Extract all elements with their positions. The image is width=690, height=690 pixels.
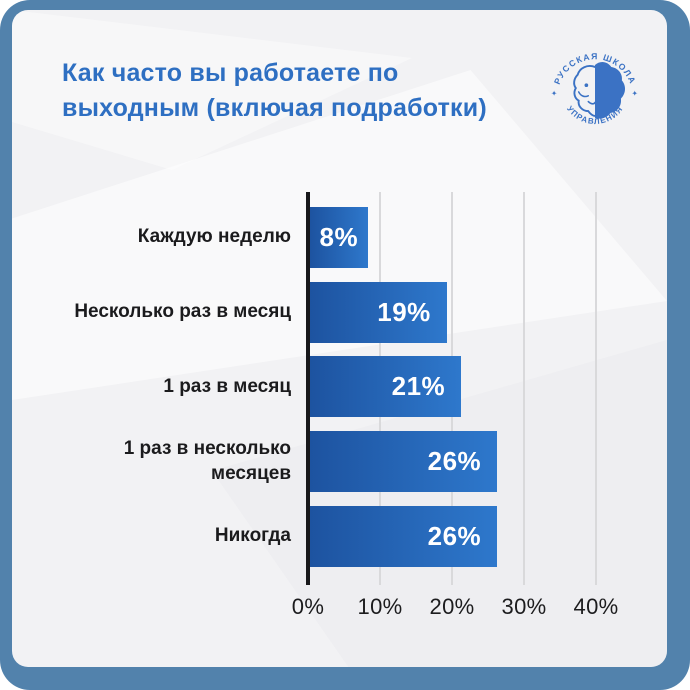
category-label: 1 раз в несколько месяцев [123,437,291,484]
category-labels: Каждую неделю Несколько раз в месяц 1 раз … [52,192,291,585]
chart-title-line-2: выходным (включая подработки) [62,94,487,122]
bar-value-label: 8% [319,222,359,252]
logo-star-right: ✦ [631,89,638,98]
x-tick-label: 30% [501,594,547,619]
x-tick-label: 0% [291,594,325,619]
school-logo: РУССКАЯ ШКОЛА УПРАВЛЕНИЯ ✦ ✦ [551,51,639,126]
category-label: 1 раз в месяц [163,375,291,397]
plot-area: 8% 19% 21% 26% 26% [306,192,610,585]
infographic-card: Как часто вы работаете по выходным (вклю… [12,10,667,667]
bar-value-label: 26% [427,520,482,551]
bar-2: 21% [310,356,462,418]
x-tick-label: 10% [357,594,403,619]
chart-title-line-1: Как часто вы работаете по [62,59,399,87]
bar-value-label: 21% [391,371,446,402]
x-tick-label: 20% [429,594,475,619]
lion-icon [573,61,626,119]
category-label: Никогда [214,524,291,546]
bar-0: 8% [310,207,368,268]
bar-3: 26% [310,431,498,493]
x-tick-label: 40% [573,594,619,619]
bar-1: 19% [310,281,447,343]
category-label: Несколько раз в месяц [74,300,291,322]
bar-value-label: 19% [377,296,431,327]
category-label: Каждую неделю [137,226,291,248]
y-axis-line [306,192,310,585]
bar-4: 26% [310,505,498,567]
x-axis-ticks: 0% 10% 20% 30% 40% [292,594,618,624]
gridline-30% [523,192,525,585]
logo-star-left: ✦ [551,89,558,98]
chart-title: Как часто вы работаете по выходным (вклю… [62,56,542,126]
bar-value-label: 26% [427,446,482,477]
gridline-40% [595,192,597,585]
